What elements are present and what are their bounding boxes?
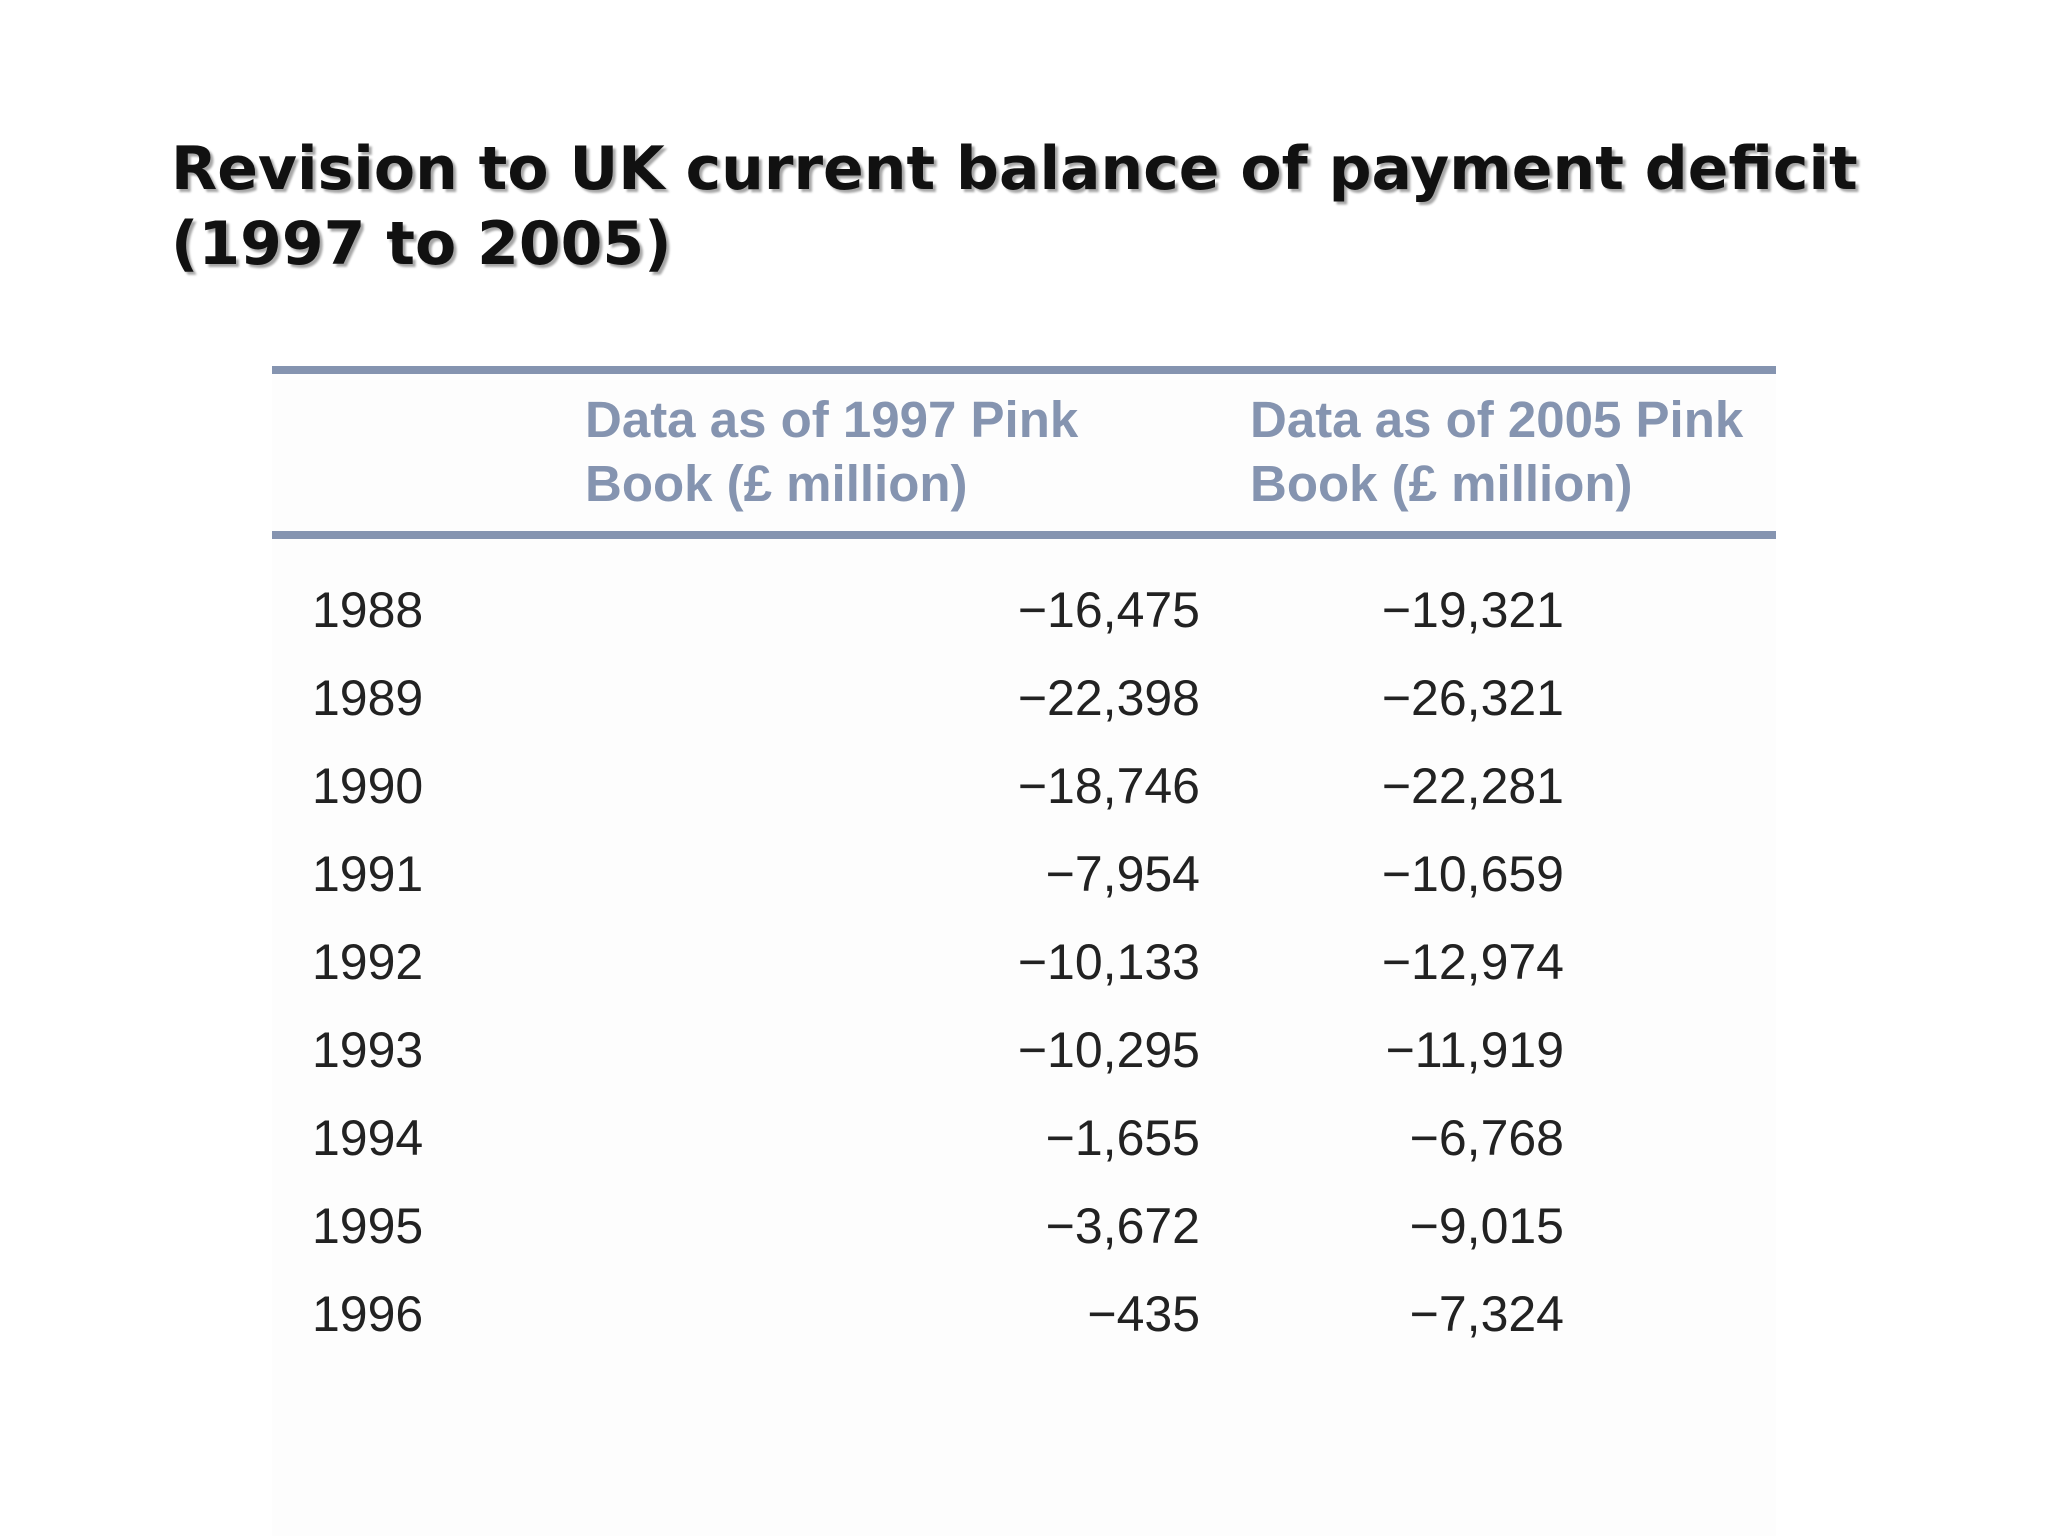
pink-2005-cell: −19,321 xyxy=(1381,582,1564,638)
slide-title: Revision to UK current balance of paymen… xyxy=(171,132,1991,282)
year-cell: 1988 xyxy=(312,582,424,638)
table-row: 1988 −16,475 −19,321 xyxy=(272,566,1776,654)
year-cell: 1990 xyxy=(312,758,424,814)
pink-1997-cell: −22,398 xyxy=(1017,670,1200,726)
revision-table: Data as of 1997 Pink Book (£ million) Da… xyxy=(272,366,1776,1536)
slide-title-line-1: Revision to UK current balance of paymen… xyxy=(171,134,1858,204)
column-header-1997-line-1: Data as of 1997 Pink xyxy=(585,391,1079,448)
pink-2005-cell: −10,659 xyxy=(1381,846,1564,902)
pink-1997-cell: −435 xyxy=(1087,1286,1200,1342)
pink-1997-cell: −7,954 xyxy=(1045,846,1200,902)
table-row: 1992 −10,133 −12,974 xyxy=(272,918,1776,1006)
pink-2005-cell: −12,974 xyxy=(1381,934,1564,990)
pink-1997-cell: −10,295 xyxy=(1017,1022,1200,1078)
year-cell: 1993 xyxy=(312,1022,424,1078)
column-header-2005-line-1: Data as of 2005 Pink xyxy=(1250,391,1744,448)
table-row: 1989 −22,398 −26,321 xyxy=(272,654,1776,742)
pink-1997-cell: −10,133 xyxy=(1017,934,1200,990)
table-row: 1993 −10,295 −11,919 xyxy=(272,1006,1776,1094)
table-row: 1995 −3,672 −9,015 xyxy=(272,1182,1776,1270)
pink-1997-cell: −3,672 xyxy=(1045,1198,1200,1254)
year-cell: 1992 xyxy=(312,934,424,990)
pink-2005-cell: −9,015 xyxy=(1409,1198,1564,1254)
slide-title-line-2: (1997 to 2005) xyxy=(171,209,672,279)
year-cell: 1989 xyxy=(312,670,424,726)
column-header-1997-line-2: Book (£ million) xyxy=(585,455,968,512)
column-header-2005: Data as of 2005 Pink Book (£ million) xyxy=(1250,388,1743,516)
pink-2005-cell: −11,919 xyxy=(1385,1022,1564,1078)
table-row: 1994 −1,655 −6,768 xyxy=(272,1094,1776,1182)
pink-1997-cell: −16,475 xyxy=(1017,582,1200,638)
pink-1997-cell: −1,655 xyxy=(1045,1110,1200,1166)
pink-2005-cell: −6,768 xyxy=(1409,1110,1564,1166)
year-cell: 1995 xyxy=(312,1198,424,1254)
pink-2005-cell: −7,324 xyxy=(1409,1286,1564,1342)
pink-2005-cell: −26,321 xyxy=(1381,670,1564,726)
table-body: 1988 −16,475 −19,321 1989 −22,398 −26,32… xyxy=(272,566,1776,1358)
pink-1997-cell: −18,746 xyxy=(1017,758,1200,814)
column-header-2005-line-2: Book (£ million) xyxy=(1250,455,1633,512)
table-header-rule xyxy=(272,531,1776,539)
pink-2005-cell: −22,281 xyxy=(1381,758,1564,814)
column-header-1997: Data as of 1997 Pink Book (£ million) xyxy=(585,388,1078,516)
table-top-rule xyxy=(272,366,1776,374)
year-cell: 1994 xyxy=(312,1110,424,1166)
table-row: 1990 −18,746 −22,281 xyxy=(272,742,1776,830)
table-row: 1991 −7,954 −10,659 xyxy=(272,830,1776,918)
table-row: 1996 −435 −7,324 xyxy=(272,1270,1776,1358)
year-cell: 1991 xyxy=(312,846,424,902)
year-cell: 1996 xyxy=(312,1286,424,1342)
